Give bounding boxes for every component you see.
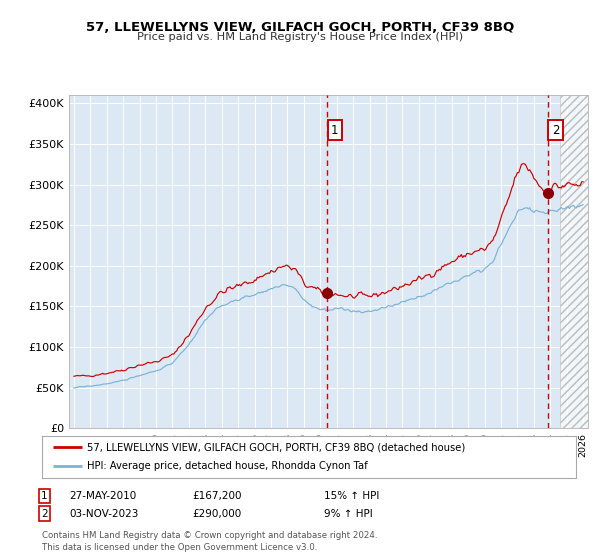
Text: 1: 1 bbox=[331, 124, 338, 137]
Text: 1: 1 bbox=[41, 491, 47, 501]
Text: £290,000: £290,000 bbox=[192, 508, 241, 519]
Text: 9% ↑ HPI: 9% ↑ HPI bbox=[324, 508, 373, 519]
Text: 27-MAY-2010: 27-MAY-2010 bbox=[69, 491, 136, 501]
Text: £167,200: £167,200 bbox=[192, 491, 241, 501]
Text: 2: 2 bbox=[552, 124, 559, 137]
Text: 03-NOV-2023: 03-NOV-2023 bbox=[69, 508, 139, 519]
Text: Contains HM Land Registry data © Crown copyright and database right 2024.
This d: Contains HM Land Registry data © Crown c… bbox=[42, 531, 377, 552]
Text: 15% ↑ HPI: 15% ↑ HPI bbox=[324, 491, 379, 501]
Text: 57, LLEWELLYNS VIEW, GILFACH GOCH, PORTH, CF39 8BQ: 57, LLEWELLYNS VIEW, GILFACH GOCH, PORTH… bbox=[86, 21, 514, 34]
Text: 2: 2 bbox=[41, 508, 47, 519]
Text: 57, LLEWELLYNS VIEW, GILFACH GOCH, PORTH, CF39 8BQ (detached house): 57, LLEWELLYNS VIEW, GILFACH GOCH, PORTH… bbox=[88, 442, 466, 452]
Text: HPI: Average price, detached house, Rhondda Cynon Taf: HPI: Average price, detached house, Rhon… bbox=[88, 461, 368, 472]
Text: Price paid vs. HM Land Registry's House Price Index (HPI): Price paid vs. HM Land Registry's House … bbox=[137, 32, 463, 43]
